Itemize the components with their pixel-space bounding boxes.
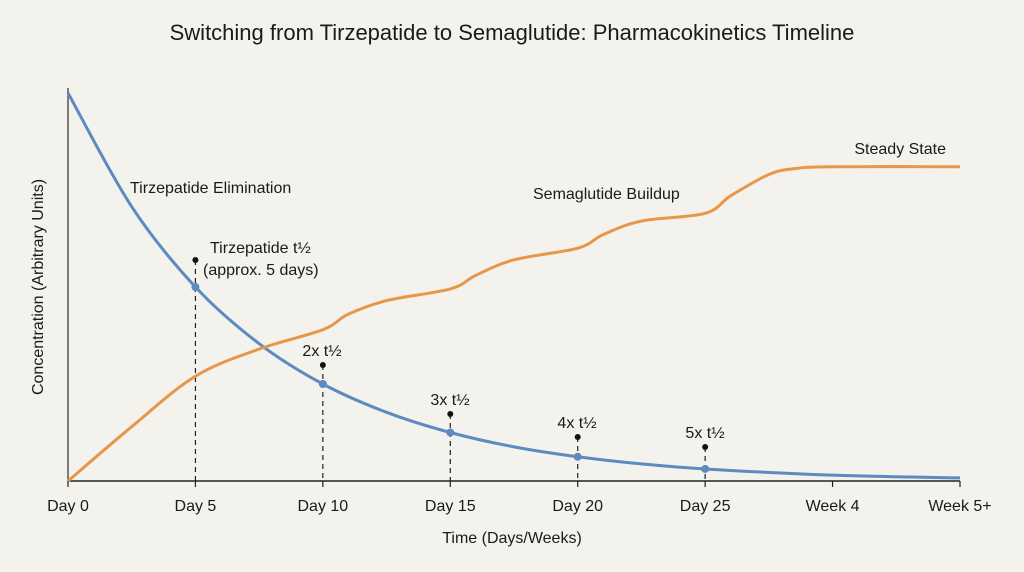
half-life-label: 3x t½ xyxy=(430,392,469,409)
x-tick-label: Day 5 xyxy=(175,498,217,515)
half-life-label: 5x t½ xyxy=(685,425,724,442)
x-tick-label: Week 5+ xyxy=(928,498,991,515)
marker-pin xyxy=(702,444,709,450)
series-annotation: Tirzepatide Elimination xyxy=(130,180,291,197)
x-axis-label: Time (Days/Weeks) xyxy=(442,530,582,547)
marker-pin xyxy=(574,434,581,440)
series-annotation: Semaglutide Buildup xyxy=(533,186,680,203)
x-tick-label: Day 25 xyxy=(680,498,731,515)
chart-title: Switching from Tirzepatide to Semaglutid… xyxy=(170,20,855,45)
half-life-label: 2x t½ xyxy=(302,343,341,360)
half-life-point xyxy=(573,452,582,461)
x-tick-label: Day 10 xyxy=(298,498,349,515)
half-life-point xyxy=(318,380,327,388)
series-line-semaglutide xyxy=(67,165,961,483)
half-life-label: 4x t½ xyxy=(557,415,596,432)
y-axis-label: Concentration (Arbitrary Units) xyxy=(30,179,47,395)
half-life-label: (approx. 5 days) xyxy=(203,262,319,279)
half-life-label: Tirzepatide t½ xyxy=(210,240,311,257)
series-line-tirzepatide xyxy=(66,92,961,480)
half-life-point xyxy=(191,283,200,291)
x-tick-label: Week 4 xyxy=(806,498,860,515)
marker-pin xyxy=(447,411,454,417)
half-life-point xyxy=(701,464,710,473)
x-tick-label: Day 0 xyxy=(47,498,89,515)
half-life-point xyxy=(446,428,455,437)
marker-pin xyxy=(192,257,199,263)
series-annotation: Steady State xyxy=(854,141,946,158)
x-tick-label: Day 20 xyxy=(552,498,603,515)
x-tick-label: Day 15 xyxy=(425,498,476,515)
marker-pin xyxy=(319,362,326,368)
